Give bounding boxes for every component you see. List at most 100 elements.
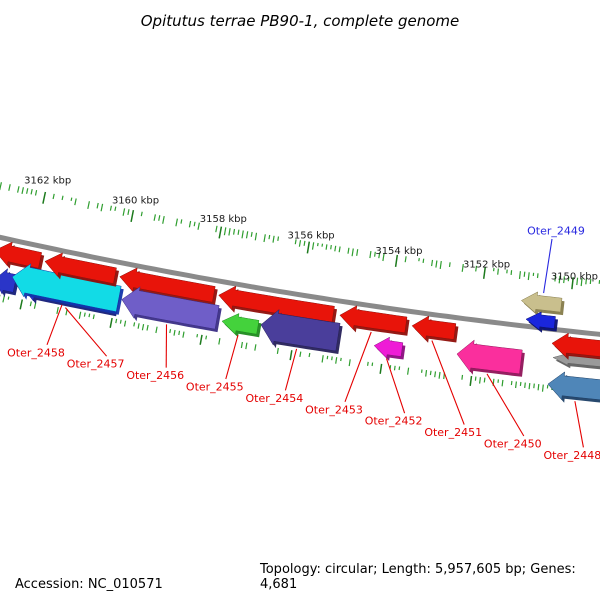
scale-tick xyxy=(303,240,306,246)
scale-tick xyxy=(88,313,91,318)
scale-tick xyxy=(182,331,185,338)
gene-arrow-Oter_2452 xyxy=(373,336,404,359)
scale-tick xyxy=(589,279,592,285)
scale-tick xyxy=(74,198,77,206)
scale-tick xyxy=(475,265,478,272)
scale-tick xyxy=(119,319,122,324)
scale-tick xyxy=(374,251,376,257)
gene-label: Oter_2456 xyxy=(126,369,184,382)
scale-tick xyxy=(197,222,200,230)
gene-arrow xyxy=(218,285,335,323)
scale-tick xyxy=(554,275,557,282)
gene-label: Oter_2457 xyxy=(67,358,125,371)
scale-tick xyxy=(193,221,196,227)
gene-arrow-Oter_2449 xyxy=(525,311,556,331)
genome-track xyxy=(0,234,600,337)
scale-tick xyxy=(123,320,127,327)
scale-tick xyxy=(215,225,218,233)
scale-tick xyxy=(431,259,434,267)
scale-tick xyxy=(398,366,401,371)
scale-tick xyxy=(497,268,499,275)
scale-tick xyxy=(321,243,324,247)
scale-tick xyxy=(334,245,337,252)
scale-tick xyxy=(536,273,539,279)
gene-arrow xyxy=(119,267,216,303)
scale-tick xyxy=(228,228,231,236)
scale-tick xyxy=(21,187,24,195)
gene-arrow-Oter_2454 xyxy=(260,308,341,352)
scale-tick xyxy=(382,253,385,262)
scale-tick xyxy=(340,357,342,362)
scale-tick xyxy=(8,184,11,191)
scale-tick xyxy=(348,359,351,367)
scale-tick xyxy=(153,214,156,221)
scale-tick xyxy=(371,362,374,367)
scale-tick xyxy=(294,239,297,245)
gene-arrows-group xyxy=(0,241,600,403)
scale-tick xyxy=(83,312,86,317)
scale-ticks-group xyxy=(0,182,600,397)
scale-label: 3154 kbp xyxy=(375,246,422,257)
scale-tick xyxy=(351,248,354,257)
scale-tick xyxy=(510,270,513,275)
scale-tick xyxy=(528,383,531,390)
scale-tick xyxy=(335,357,338,364)
scale-tick xyxy=(241,230,244,239)
scale-tick xyxy=(0,182,2,191)
scale-tick xyxy=(571,277,574,290)
gene-arrow-Oter_2448 xyxy=(547,371,600,401)
gene-arrow-Oter_2453 xyxy=(339,305,408,334)
scale-tick xyxy=(482,266,487,279)
scale-tick xyxy=(369,251,372,259)
scale-tick xyxy=(141,323,145,331)
gene-label: Oter_2450 xyxy=(484,438,542,451)
scale-tick xyxy=(115,318,118,324)
scale-tick xyxy=(175,218,178,227)
scale-tick xyxy=(434,371,437,378)
scale-tick xyxy=(42,191,47,204)
scale-tick xyxy=(425,370,428,377)
scale-tick xyxy=(537,384,540,391)
scale-label: 3160 kbp xyxy=(112,196,159,207)
scale-tick xyxy=(563,276,565,284)
gene-label-leader xyxy=(284,348,298,391)
scale-tick xyxy=(268,234,271,240)
scale-tick xyxy=(196,333,199,338)
gene-label-leader xyxy=(64,307,108,357)
scale-tick xyxy=(515,381,517,389)
scale-tick xyxy=(109,205,112,211)
scale-tick xyxy=(524,382,526,388)
scale-tick xyxy=(61,195,64,201)
scale-tick xyxy=(2,295,5,303)
scale-tick xyxy=(218,337,221,345)
scale-tick xyxy=(523,271,526,277)
scale-tick xyxy=(218,226,223,239)
scale-tick xyxy=(429,370,432,376)
scale-label: 3150 kbp xyxy=(551,272,598,283)
scale-tick xyxy=(130,209,135,223)
scale-tick xyxy=(474,376,477,381)
scale-tick xyxy=(78,311,82,319)
scale-tick xyxy=(180,219,183,224)
gene-arrow xyxy=(44,252,117,284)
scale-tick xyxy=(34,189,38,196)
scale-tick xyxy=(321,355,324,363)
gene-label: Oter_2454 xyxy=(246,392,304,405)
scale-tick xyxy=(326,355,329,360)
topology-text: Topology: circular; Length: 5,957,605 bp… xyxy=(260,562,576,592)
scale-tick xyxy=(30,188,33,195)
scale-tick xyxy=(461,264,464,272)
scale-tick xyxy=(92,314,95,320)
scale-tick xyxy=(109,317,113,328)
scale-tick xyxy=(56,306,59,315)
scale-tick xyxy=(567,276,570,282)
scale-tick xyxy=(122,208,126,216)
scale-tick xyxy=(311,242,315,250)
scale-tick xyxy=(299,351,302,358)
scale-tick xyxy=(19,299,24,310)
scale-tick xyxy=(29,301,32,307)
scale-tick xyxy=(393,365,396,371)
scale-tick xyxy=(585,278,587,285)
